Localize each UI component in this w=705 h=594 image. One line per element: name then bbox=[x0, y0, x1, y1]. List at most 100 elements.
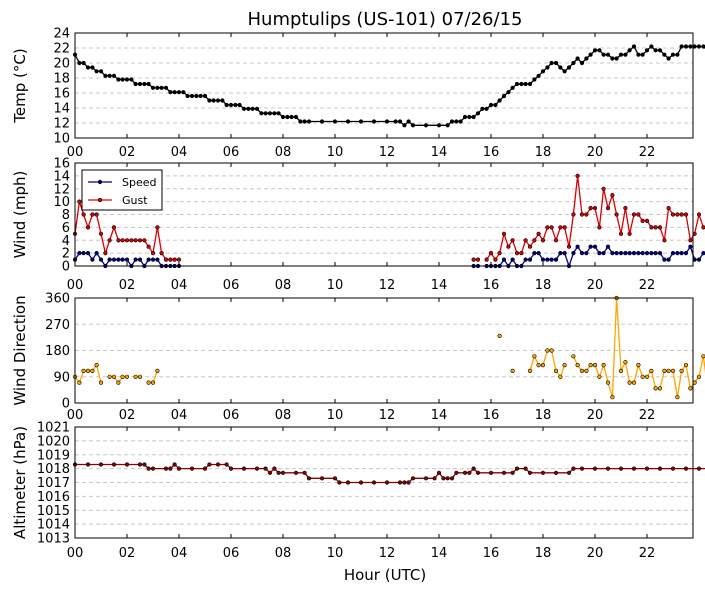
data-point-speed bbox=[523, 257, 528, 262]
y-tick-label: 18 bbox=[53, 72, 70, 87]
x-tick-label: 12 bbox=[379, 278, 396, 293]
y-axis-label: Altimeter (hPa) bbox=[11, 426, 29, 539]
data-point-gust bbox=[111, 225, 117, 230]
x-tick-label: 06 bbox=[223, 278, 240, 293]
data-point-gust bbox=[497, 251, 502, 256]
data-point bbox=[107, 73, 112, 78]
data-point-gust bbox=[488, 251, 494, 256]
data-point-speed bbox=[77, 251, 82, 256]
data-point-speed bbox=[137, 257, 143, 262]
data-point bbox=[150, 380, 156, 385]
data-point-speed bbox=[683, 251, 689, 256]
data-point-speed bbox=[627, 251, 632, 256]
data-point bbox=[423, 123, 429, 128]
x-tick-label: 02 bbox=[119, 145, 136, 160]
data-point bbox=[77, 380, 82, 385]
data-point-gust bbox=[137, 238, 143, 243]
y-tick-label: 1017 bbox=[37, 476, 70, 491]
data-point bbox=[146, 466, 151, 471]
data-point-gust bbox=[519, 251, 524, 256]
data-point-gust bbox=[601, 186, 606, 191]
data-point-gust bbox=[493, 257, 498, 262]
data-point-speed bbox=[675, 251, 680, 256]
data-point bbox=[228, 466, 234, 471]
data-point bbox=[163, 466, 169, 471]
data-point-speed bbox=[666, 257, 671, 262]
data-point bbox=[259, 111, 264, 116]
y-axis-label: Wind (mph) bbox=[11, 171, 29, 259]
data-point bbox=[701, 354, 705, 359]
data-point-gust bbox=[150, 251, 156, 256]
data-point-speed bbox=[670, 251, 676, 256]
data-point bbox=[81, 60, 86, 66]
x-tick-label: 02 bbox=[119, 408, 136, 423]
data-point bbox=[627, 380, 632, 385]
data-point bbox=[85, 65, 91, 70]
data-point bbox=[111, 462, 117, 467]
data-point-gust bbox=[649, 225, 654, 230]
data-point bbox=[480, 106, 485, 111]
data-point bbox=[246, 106, 251, 111]
data-point bbox=[579, 368, 585, 374]
y-tick-label: 1021 bbox=[37, 421, 70, 436]
data-point-speed bbox=[640, 251, 645, 256]
data-point bbox=[120, 374, 125, 379]
data-point-gust bbox=[484, 257, 489, 262]
data-point bbox=[592, 363, 598, 368]
data-point-gust bbox=[155, 225, 160, 230]
data-point-gust bbox=[562, 225, 567, 230]
data-point bbox=[653, 48, 658, 53]
x-tick-label: 04 bbox=[171, 145, 188, 160]
x-tick-label: 22 bbox=[639, 145, 656, 160]
data-point-gust bbox=[571, 212, 576, 217]
x-tick-label: 18 bbox=[535, 278, 552, 293]
data-point-gust bbox=[566, 244, 572, 249]
data-point-gust bbox=[701, 225, 705, 230]
data-point-gust bbox=[159, 251, 164, 256]
data-point bbox=[623, 52, 628, 57]
data-point bbox=[155, 85, 160, 90]
data-point bbox=[267, 470, 273, 475]
data-point-gust bbox=[614, 212, 619, 217]
data-point bbox=[159, 85, 164, 90]
data-point bbox=[536, 73, 541, 78]
legend-box bbox=[81, 169, 163, 211]
x-tick-label: 14 bbox=[431, 278, 448, 293]
x-tick-label: 02 bbox=[119, 546, 136, 561]
data-point bbox=[129, 77, 134, 82]
data-point bbox=[679, 368, 684, 374]
data-point-speed bbox=[623, 251, 628, 256]
data-point bbox=[302, 470, 307, 475]
data-point-gust bbox=[657, 225, 663, 230]
data-point bbox=[601, 52, 606, 57]
data-point bbox=[488, 102, 494, 108]
data-point bbox=[462, 114, 468, 120]
data-point bbox=[471, 114, 476, 120]
data-point-speed bbox=[549, 257, 554, 262]
data-point bbox=[163, 85, 169, 90]
data-point bbox=[545, 65, 550, 70]
data-point-speed bbox=[553, 257, 559, 262]
data-point bbox=[146, 380, 151, 385]
y-tick-label: 16 bbox=[53, 87, 70, 102]
y-tick-label: 10 bbox=[53, 132, 70, 147]
data-point bbox=[120, 77, 125, 82]
data-point-gust bbox=[666, 206, 671, 211]
y-tick-label: 1020 bbox=[37, 434, 70, 449]
data-point bbox=[679, 44, 684, 49]
x-tick-label: 00 bbox=[67, 546, 84, 561]
data-point bbox=[98, 380, 104, 385]
data-point bbox=[133, 81, 138, 87]
y-tick-label: 4 bbox=[62, 234, 70, 249]
data-point bbox=[657, 386, 663, 391]
data-point bbox=[688, 386, 693, 391]
chart-title: Humptulips (US-101) 07/26/15 bbox=[248, 9, 523, 30]
data-point bbox=[116, 77, 121, 82]
x-tick-label: 20 bbox=[587, 145, 604, 160]
x-tick-label: 18 bbox=[535, 408, 552, 423]
data-point bbox=[670, 368, 676, 374]
data-point bbox=[571, 354, 576, 359]
data-point-gust bbox=[605, 206, 611, 211]
data-point-speed bbox=[124, 257, 130, 262]
data-point bbox=[371, 480, 377, 485]
